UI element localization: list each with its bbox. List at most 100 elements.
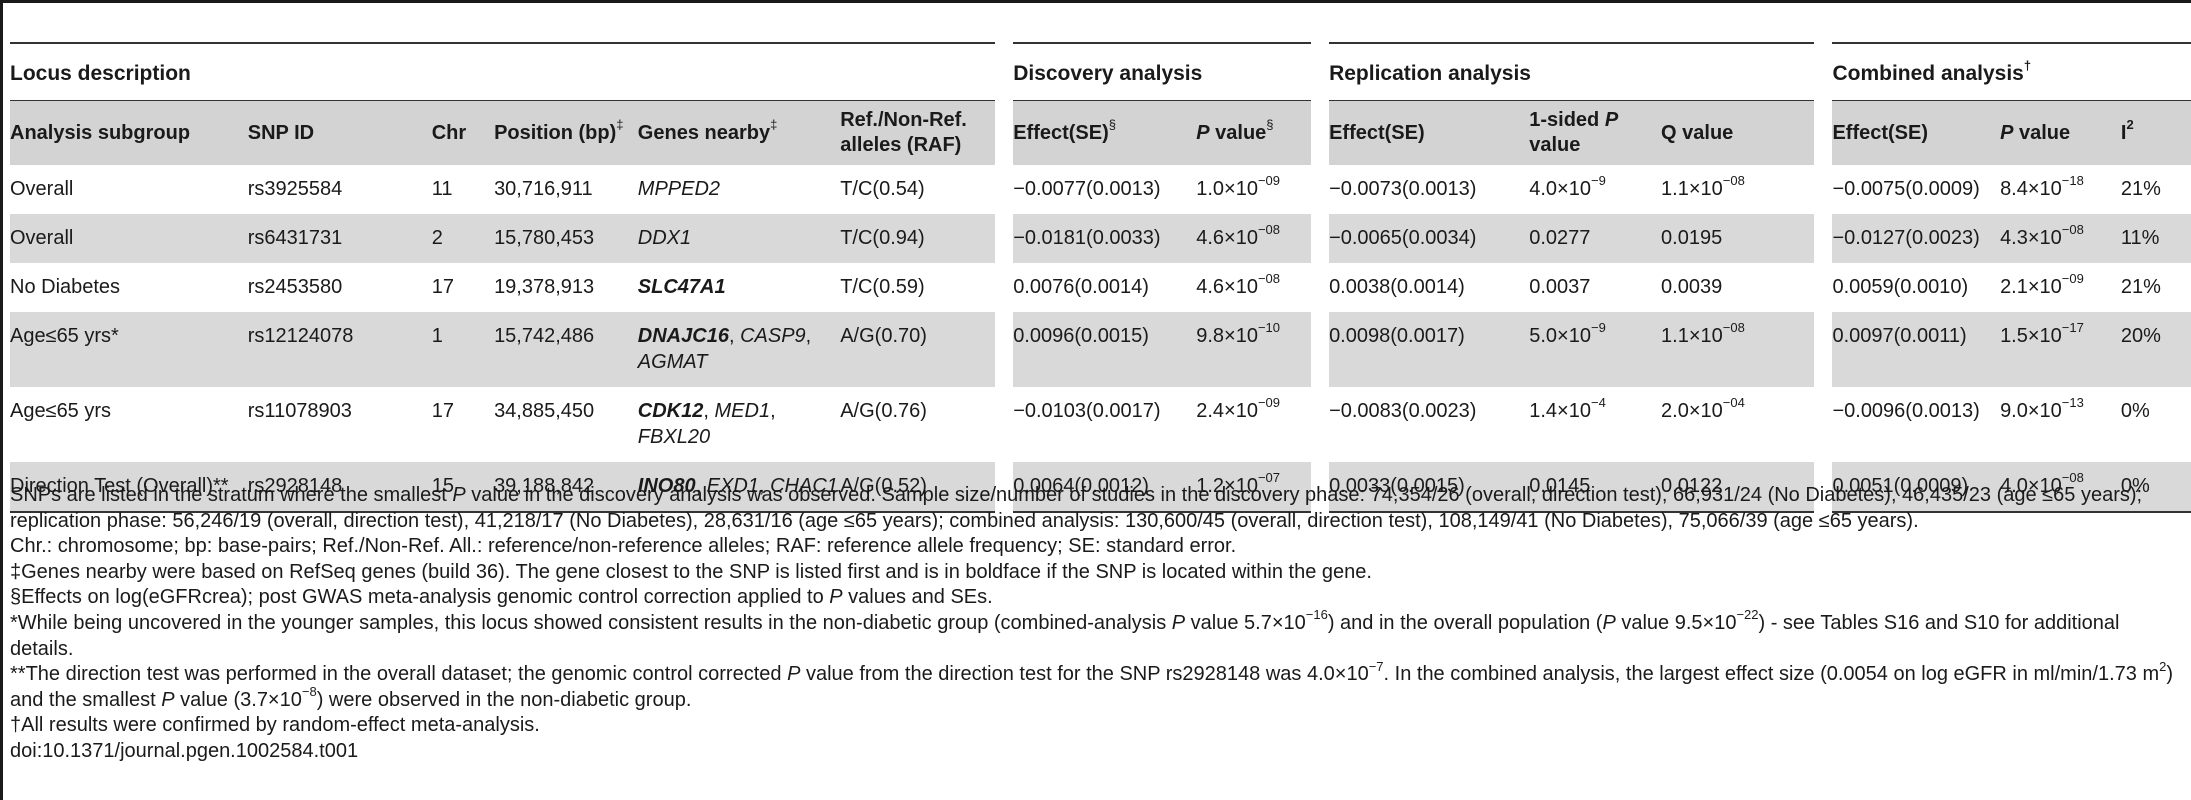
cell-rep-q: 1.1×10−08 [1661, 173, 1745, 200]
cell-snp-id: rs12124078 [247, 312, 432, 387]
cell-rep-q: 0.0039 [1661, 276, 1723, 298]
cell-subgroup: Overall [10, 178, 74, 200]
cell-disc-p: 4.6×10−08 [1196, 271, 1281, 298]
cell-i2: 21% [2120, 276, 2161, 298]
col-header-disc-p: P value§ [1196, 100, 1321, 165]
cell-rep-p: 0.0277 [1529, 214, 1662, 263]
cell-snp-id: rs3925584 [247, 178, 343, 200]
cell-subgroup: Age≤65 yrs* [10, 312, 248, 387]
cell-position: 19,378,913 [494, 276, 595, 298]
cell-alleles: A/G(0.52) [840, 462, 1005, 513]
cell-position: 15,780,453 [494, 214, 638, 263]
cell-disc-effect: 0.0064(0.0012) [995, 462, 1197, 513]
cell-genes: CDK12, MED1, FBXL20 [637, 400, 776, 448]
cell-comb-p: 4.3×10−08 [2000, 214, 2121, 263]
cell-snp-id: rs6431731 [247, 214, 432, 263]
cell-chr: 11 [431, 178, 453, 200]
cell-position: 15,742,486 [494, 312, 638, 387]
cell-subgroup: Age≤65 yrs [10, 400, 112, 422]
cell-rep-effect: 0.0033(0.0015) [1311, 462, 1530, 513]
table-body: Overall rs3925584 11 30,716,911 MPPED2 T/C(0.… [10, 165, 2191, 513]
table-row: Direction Test (Overall)** rs2928148 15 39,… [10, 462, 2191, 513]
cell-position: 30,716,911 [494, 178, 593, 200]
footnote-genes: ‡Genes nearby were based on RefSeq genes… [10, 560, 1372, 583]
col-header-snp: SNP ID [247, 100, 432, 165]
cell-i2: 20% [2120, 312, 2191, 387]
cell-disc-effect: −0.0181(0.0033) [995, 214, 1197, 263]
footnote-younger-samples: *While being uncovered in the younger sa… [10, 607, 2120, 660]
column-header-row: Analysis subgroup SNP ID Chr Position (b… [10, 100, 2191, 165]
col-header-disc-effect: Effect(SE)§ [995, 100, 1197, 165]
group-header-combined: Combined analysis† [1814, 43, 2191, 101]
cell-disc-p: 1.2×10−07 [1196, 462, 1321, 513]
cell-alleles: A/G(0.76) [840, 400, 927, 422]
cell-rep-p: 0.0145 [1529, 462, 1662, 513]
page-left-border [0, 0, 3, 800]
table-row: Overall rs6431731 2 15,780,453 DDX1 T/C(0.94)… [10, 214, 2191, 263]
group-header-replication: Replication analysis [1311, 43, 1824, 101]
cell-disc-p: 4.6×10−08 [1196, 214, 1321, 263]
cell-rep-p: 5.0×10−9 [1529, 312, 1662, 387]
cell-i2: 11% [2120, 214, 2191, 263]
cell-chr: 15 [431, 462, 495, 513]
cell-chr: 1 [431, 312, 495, 387]
col-header-subgroup: Analysis subgroup [10, 100, 248, 165]
col-header-i2: I2 [2120, 100, 2191, 165]
cell-genes: INO80, EXD1, CHAC1 [637, 462, 841, 513]
table-row: Age≤65 yrs* rs12124078 1 15,742,486 DNAJC16,… [10, 312, 2191, 387]
cell-genes: SLC47A1 [637, 276, 726, 298]
results-table: Locus description Discovery analysis Rep… [10, 42, 2191, 513]
table-footnotes: SNPs are listed in the stratum where the… [10, 483, 2188, 765]
cell-rep-effect: −0.0083(0.0023) [1329, 400, 1477, 422]
col-header-rep-q: Q value [1661, 100, 1824, 165]
group-header-locus: Locus description [10, 43, 1005, 101]
table-row: Overall rs3925584 11 30,716,911 MPPED2 T/C(0.… [10, 165, 2191, 214]
cell-alleles: T/C(0.94) [840, 214, 1005, 263]
cell-comb-p: 9.0×10−13 [2000, 395, 2084, 422]
cell-chr: 2 [431, 214, 495, 263]
cell-comb-p: 8.4×10−18 [2000, 173, 2084, 200]
col-header-rep-effect: Effect(SE) [1311, 100, 1530, 165]
col-header-comb-effect: Effect(SE) [1814, 100, 2001, 165]
cell-i2: 0% [2120, 462, 2191, 513]
page-top-border [0, 0, 2191, 3]
table-row: Age≤65 yrs rs11078903 17 34,885,450 CDK12, M… [10, 387, 2191, 462]
doi-line: doi:10.1371/journal.pgen.1002584.t001 [10, 739, 359, 762]
col-header-rep-p: 1-sided P value [1529, 100, 1662, 165]
cell-disc-effect: −0.0103(0.0017) [1013, 400, 1161, 422]
cell-comb-effect: −0.0075(0.0009) [1832, 178, 1980, 200]
footnote-effects: §Effects on log(eGFRcrea); post GWAS met… [10, 586, 993, 609]
cell-comb-effect: −0.0096(0.0013) [1832, 400, 1980, 422]
cell-i2: 21% [2120, 178, 2161, 200]
cell-rep-effect: 0.0038(0.0014) [1329, 276, 1465, 298]
footnote-random-effect: †All results were confirmed by random-ef… [10, 714, 540, 737]
cell-chr: 17 [431, 276, 454, 298]
cell-alleles: T/C(0.59) [840, 276, 925, 298]
cell-snp-id: rs11078903 [247, 400, 352, 422]
cell-disc-effect: 0.0096(0.0015) [995, 312, 1197, 387]
cell-alleles: T/C(0.54) [840, 178, 925, 200]
cell-chr: 17 [431, 400, 454, 422]
group-header-discovery: Discovery analysis [995, 43, 1321, 101]
col-header-position: Position (bp)‡ [494, 100, 638, 165]
cell-rep-p: 1.4×10−4 [1529, 395, 1606, 422]
cell-position: 39,188,842 [494, 462, 638, 513]
cell-rep-q: 0.0195 [1661, 214, 1824, 263]
cell-disc-p: 1.0×10−09 [1196, 173, 1281, 200]
cell-disc-effect: −0.0077(0.0013) [1013, 178, 1161, 200]
footnote-samples: SNPs are listed in the stratum where the… [10, 484, 2143, 532]
cell-alleles: A/G(0.70) [840, 312, 1005, 387]
group-header-row: Locus description Discovery analysis Rep… [10, 43, 2191, 101]
cell-genes: DDX1 [637, 214, 841, 263]
cell-comb-effect: 0.0051(0.0009) [1814, 462, 2001, 513]
cell-disc-p: 9.8×10−10 [1196, 312, 1321, 387]
cell-rep-effect: 0.0098(0.0017) [1311, 312, 1530, 387]
cell-subgroup: No Diabetes [10, 276, 121, 298]
cell-i2: 0% [2120, 400, 2150, 422]
cell-rep-q: 2.0×10−04 [1661, 395, 1745, 422]
cell-subgroup: Overall [10, 214, 248, 263]
cell-comb-effect: −0.0127(0.0023) [1814, 214, 2001, 263]
col-header-comb-p: P value [2000, 100, 2121, 165]
cell-comb-p: 1.5×10−17 [2000, 312, 2121, 387]
cell-comb-effect: 0.0059(0.0010) [1832, 276, 1969, 298]
